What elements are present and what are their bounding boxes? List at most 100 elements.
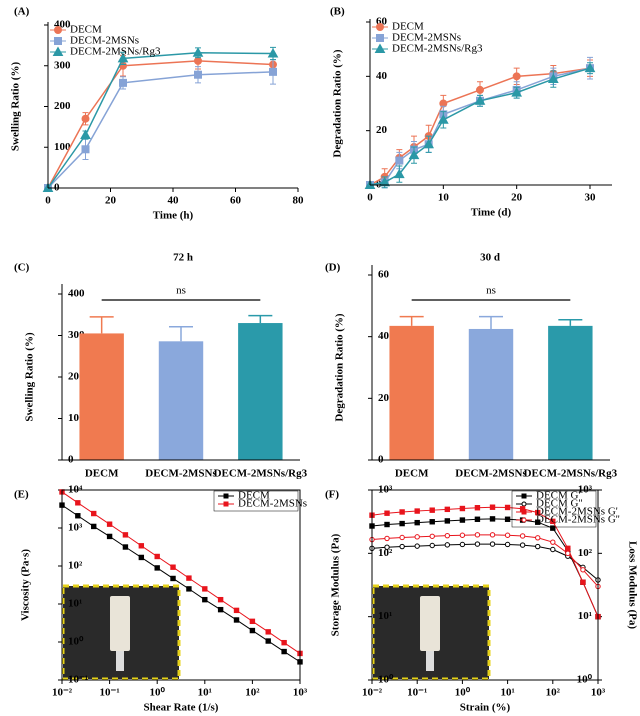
panel-label: (C) <box>14 262 30 274</box>
legend-label: DECM G' <box>536 490 580 502</box>
marker <box>393 168 405 179</box>
x-tick-label: 80 <box>293 195 305 207</box>
marker <box>535 543 541 550</box>
marker <box>511 87 523 97</box>
y-tick-label: 20 <box>376 124 388 136</box>
marker <box>459 532 466 538</box>
marker <box>519 533 526 539</box>
marker <box>374 43 386 53</box>
marker <box>414 508 420 514</box>
x-tick-label: DECM <box>85 468 119 480</box>
marker <box>437 114 449 124</box>
marker <box>186 586 192 592</box>
y-tick-label: 60 <box>378 269 390 281</box>
y-axis-label: Viscosity (Pa·s) <box>20 549 32 621</box>
y-tick-label: 40 <box>378 330 390 342</box>
marker <box>81 114 90 123</box>
marker <box>75 513 81 519</box>
series-line <box>369 67 591 186</box>
marker <box>52 46 64 56</box>
y-tick-label: 300 <box>54 59 71 71</box>
marker <box>399 543 405 550</box>
series-line <box>47 71 274 189</box>
marker <box>384 535 390 542</box>
chart-title: 30 d <box>480 252 500 264</box>
marker <box>429 519 435 525</box>
marker <box>233 617 240 623</box>
marker <box>414 534 420 540</box>
legend-label: DECM-2MSNs G' <box>536 506 618 518</box>
marker <box>550 539 556 545</box>
marker <box>194 56 202 65</box>
marker <box>429 507 435 513</box>
marker <box>504 541 511 548</box>
x-tick-label: DECM-2MSNs/Rg3 <box>214 468 308 480</box>
plot-frame <box>371 489 599 681</box>
marker <box>489 516 496 522</box>
marker <box>535 509 541 516</box>
marker <box>489 532 496 538</box>
marker <box>217 596 224 603</box>
marker <box>535 519 541 525</box>
marker <box>504 504 511 511</box>
marker <box>474 532 481 538</box>
marker <box>81 145 90 154</box>
x-tick-label: 10⁰ <box>455 687 471 699</box>
y-tick-label: 10¹ <box>378 610 392 622</box>
x-tick-label: 30 <box>585 192 597 204</box>
marker <box>122 544 129 550</box>
x-tick-label: 10⁰ <box>149 687 165 699</box>
panel-label: (E) <box>14 489 29 501</box>
y-tick-label: 10² <box>68 560 83 572</box>
marker <box>269 67 277 76</box>
marker <box>119 78 127 87</box>
marker <box>202 586 208 592</box>
marker <box>414 519 420 526</box>
legend-label: DECM-2MSNs G'' <box>536 514 620 526</box>
marker <box>408 149 420 160</box>
y-tick-label: 10¹ <box>578 610 592 622</box>
marker <box>217 606 224 613</box>
legend-label: DECM-2MSNs <box>392 32 461 44</box>
marker <box>154 553 160 560</box>
legend-label: DECM <box>70 24 102 36</box>
series-line <box>61 491 301 654</box>
marker <box>444 506 451 513</box>
marker <box>399 509 405 515</box>
legend-label: DECM-2MSNs/Rg3 <box>70 46 161 58</box>
marker <box>565 550 571 557</box>
marker <box>202 596 208 603</box>
legend-label: DECM-2MSNs <box>238 498 307 510</box>
series-line <box>369 67 591 186</box>
x-tick-label: 10⁻² <box>362 687 383 699</box>
marker <box>384 521 390 528</box>
bar <box>389 325 434 460</box>
marker <box>106 533 113 540</box>
y-tick-label: 200 <box>54 100 71 112</box>
series-line <box>371 543 599 581</box>
marker <box>138 554 145 561</box>
x-tick-label: 10⁻¹ <box>100 687 120 699</box>
marker <box>580 567 586 573</box>
x-tick-label: DECM-2MSNs <box>145 468 217 480</box>
marker <box>117 52 129 63</box>
marker <box>521 517 527 523</box>
error-bar <box>169 326 193 342</box>
series-line <box>371 506 599 617</box>
marker <box>504 516 511 522</box>
marker <box>444 518 451 524</box>
y-tick-label: 10⁰ <box>68 636 84 648</box>
marker <box>379 176 391 187</box>
marker <box>550 546 556 553</box>
marker <box>138 543 145 549</box>
y-tick-label: 40 <box>376 70 388 82</box>
marker <box>186 575 192 581</box>
x-tick-label: DECM-2MSNs <box>455 468 527 480</box>
x-tick-label: DECM <box>395 468 429 480</box>
x-tick-label: 10⁻¹ <box>407 687 427 699</box>
series-line <box>47 60 274 189</box>
marker <box>223 493 229 499</box>
marker <box>399 520 405 527</box>
marker <box>444 542 451 548</box>
